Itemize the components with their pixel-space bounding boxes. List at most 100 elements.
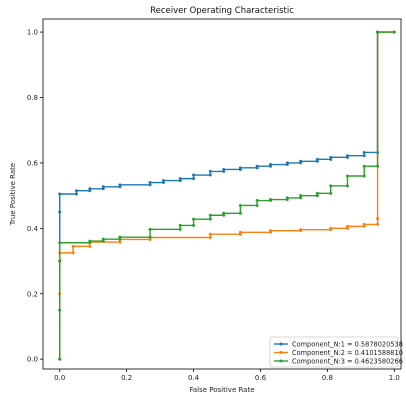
y-tick-label: 1.0	[27, 29, 38, 37]
data-point	[299, 194, 303, 198]
data-point	[362, 154, 366, 158]
data-point	[238, 166, 242, 170]
legend-entry: Component_N:2 = 0.4101588810	[274, 349, 403, 357]
data-point	[345, 174, 349, 178]
data-point	[345, 154, 349, 158]
x-tick-label: 1.0	[389, 374, 400, 382]
legend-marker	[279, 351, 283, 354]
y-axis-title: True Positive Rate	[9, 163, 17, 226]
data-point	[329, 184, 333, 188]
legend-entry: Component_N:1 = 0.5878020538	[274, 340, 403, 348]
data-point	[238, 230, 242, 234]
data-point	[376, 217, 380, 221]
x-tick-label: 0.4	[188, 374, 200, 382]
data-point	[376, 164, 380, 168]
data-point	[299, 228, 303, 232]
data-point	[285, 196, 289, 200]
data-point	[376, 222, 380, 226]
y-tick-label: 0.8	[27, 94, 38, 102]
data-point	[74, 189, 78, 193]
data-point	[208, 232, 212, 236]
data-point	[118, 183, 122, 187]
x-tick-label: 0.6	[255, 374, 267, 382]
data-point	[161, 179, 165, 183]
data-point	[315, 194, 319, 198]
series-3	[58, 30, 396, 361]
data-point	[192, 217, 196, 221]
x-tick-label: 0.0	[54, 374, 65, 382]
data-point	[88, 239, 92, 243]
legend-marker	[279, 359, 283, 363]
x-axis-title: False Positive Rate	[189, 386, 254, 394]
data-point	[392, 30, 396, 34]
data-point	[362, 150, 366, 154]
data-point	[148, 183, 152, 187]
data-point	[315, 157, 319, 161]
data-point	[148, 235, 152, 239]
data-point	[58, 259, 62, 263]
data-point	[222, 211, 226, 215]
data-point	[58, 308, 62, 312]
data-point	[362, 174, 366, 178]
data-point	[148, 227, 152, 231]
data-point	[269, 229, 273, 233]
legend-label: Component_N:2 = 0.4101588810	[292, 349, 403, 357]
data-point	[345, 184, 349, 188]
data-point	[88, 244, 92, 248]
data-point	[238, 203, 242, 207]
y-tick-label: 0.4	[27, 225, 39, 233]
data-point	[208, 236, 212, 240]
legend-box	[269, 336, 399, 368]
data-point	[299, 196, 303, 200]
x-tick-label: 0.8	[322, 374, 333, 382]
x-tick-label: 0.2	[121, 374, 132, 382]
data-point	[58, 210, 62, 214]
data-point	[299, 159, 303, 163]
data-point	[362, 222, 366, 226]
chart-title: Receiver Operating Characteristic	[150, 6, 294, 16]
data-point	[58, 241, 62, 245]
data-point	[58, 357, 62, 361]
data-point	[178, 227, 182, 231]
y-tick-label: 0.6	[27, 159, 39, 167]
data-point	[208, 213, 212, 217]
data-point	[269, 163, 273, 167]
data-point	[148, 181, 152, 185]
data-point	[255, 164, 259, 168]
data-point	[329, 155, 333, 159]
data-point	[71, 244, 75, 248]
data-point	[71, 251, 75, 255]
legend: Component_N:1 = 0.5878020538Component_N:…	[269, 336, 403, 368]
data-point	[376, 30, 380, 34]
data-point	[208, 173, 212, 177]
y-tick-label: 0.0	[27, 356, 38, 364]
data-point	[101, 237, 105, 241]
data-point	[269, 198, 273, 202]
legend-entry: Component_N:3 = 0.4623580266	[274, 357, 403, 365]
data-point	[118, 240, 122, 244]
legend-marker	[279, 342, 283, 346]
data-point	[315, 191, 319, 195]
data-point	[362, 164, 366, 168]
axis-ticks: 0.0 0.2 0.4 0.6 0.8 1.0 0.0 0.2 0.4 0.6 0.8 1.0	[27, 29, 400, 382]
plot-frame	[42, 18, 402, 370]
data-point	[178, 177, 182, 181]
data-point	[58, 192, 62, 196]
data-point	[178, 223, 182, 227]
data-point	[192, 223, 196, 227]
data-point	[101, 185, 105, 189]
series-layer	[58, 30, 396, 361]
data-point	[88, 187, 92, 191]
data-point	[329, 191, 333, 195]
data-point	[345, 224, 349, 228]
data-point	[238, 211, 242, 215]
data-point	[329, 226, 333, 230]
data-point	[208, 169, 212, 173]
legend-label: Component_N:1 = 0.5878020538	[292, 340, 403, 348]
data-point	[285, 161, 289, 165]
data-point	[192, 173, 196, 177]
data-point	[118, 235, 122, 239]
data-point	[255, 199, 259, 203]
